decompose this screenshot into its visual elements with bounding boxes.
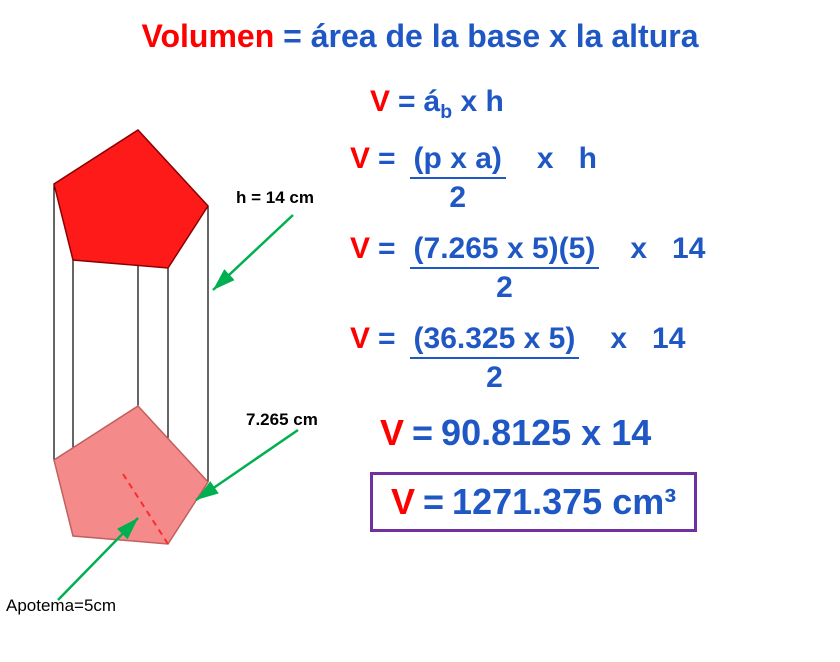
equals: =	[378, 322, 396, 356]
step-3: V = (7.265 x 5)(5) 2 x 14	[350, 232, 830, 304]
step-result: V = 1271.375 cm³	[370, 472, 830, 532]
v-symbol: V	[350, 142, 370, 176]
prism-svg	[18, 100, 348, 640]
v-symbol: V	[370, 85, 390, 119]
formula-title: Volumen = área de la base x la altura	[0, 18, 840, 55]
title-lhs: Volumen	[142, 18, 275, 54]
expr-1: áb x h	[424, 85, 504, 124]
apothem-label: Apotema=5cm	[6, 596, 116, 616]
equals: =	[398, 85, 416, 119]
prism-diagram: h = 14 cm 7.265 cm Apotema=5cm	[18, 100, 348, 640]
expr-5: 90.8125 x 14	[441, 412, 651, 454]
title-rhs: = área de la base x la altura	[283, 18, 698, 54]
result-value: 1271.375 cm³	[452, 481, 676, 523]
step-2: V = (p x a) 2 x h	[350, 142, 830, 214]
equals: =	[378, 232, 396, 266]
v-symbol: V	[350, 322, 370, 356]
expr-4: (36.325 x 5) 2 x 14	[404, 322, 686, 394]
step-1: V = áb x h	[370, 85, 830, 124]
step-4: V = (36.325 x 5) 2 x 14	[350, 322, 830, 394]
equals: =	[378, 142, 396, 176]
side-label: 7.265 cm	[246, 410, 318, 430]
expr-2: (p x a) 2 x h	[404, 142, 597, 214]
height-label: h = 14 cm	[236, 188, 314, 208]
v-symbol: V	[350, 232, 370, 266]
equals: =	[423, 481, 444, 523]
expr-3: (7.265 x 5)(5) 2 x 14	[404, 232, 706, 304]
formula-steps: V = áb x h V = (p x a) 2 x h V = (7.265 …	[350, 85, 830, 550]
step-5: V = 90.8125 x 14	[380, 412, 830, 454]
result-box: V = 1271.375 cm³	[370, 472, 697, 532]
v-symbol: V	[380, 412, 404, 454]
equals: =	[412, 412, 433, 454]
v-symbol: V	[391, 481, 415, 523]
